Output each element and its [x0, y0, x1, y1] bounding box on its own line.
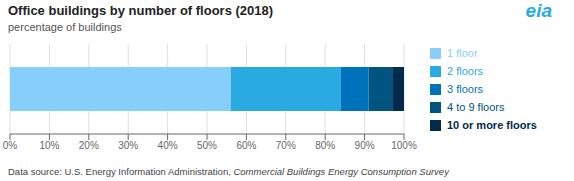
svg-text:70%: 70%	[276, 140, 296, 151]
svg-text:100%: 100%	[391, 140, 417, 151]
svg-text:20%: 20%	[79, 140, 99, 151]
svg-text:0%: 0%	[8, 140, 17, 151]
svg-text:50%: 50%	[197, 140, 217, 151]
html-text:4 to 9 floors: 4 to 9 floors	[447, 101, 505, 113]
html-text:Office buildings by number of: Office buildings by number of floors (20…	[8, 3, 274, 18]
svg-text:90%: 90%	[355, 140, 375, 151]
svg-text:10%: 10%	[39, 140, 59, 151]
svg-text:80%: 80%	[315, 140, 335, 151]
html-text:eia: eia	[525, 0, 552, 21]
html-text:2 floors: 2 floors	[447, 65, 484, 77]
html-text:1 floor: 1 floor	[447, 47, 478, 59]
svg-text:40%: 40%	[158, 140, 178, 151]
svg-text:30%: 30%	[118, 140, 138, 151]
html-text:percentage of buildings: percentage of buildings	[8, 21, 122, 33]
html-text:Data source: U.S. Energy Infor: Data source: U.S. Energy Information Adm…	[8, 166, 449, 177]
html-text:10 or more floors: 10 or more floors	[447, 119, 537, 131]
svg-text:60%: 60%	[236, 140, 256, 151]
html-text:3 floors: 3 floors	[447, 83, 484, 95]
